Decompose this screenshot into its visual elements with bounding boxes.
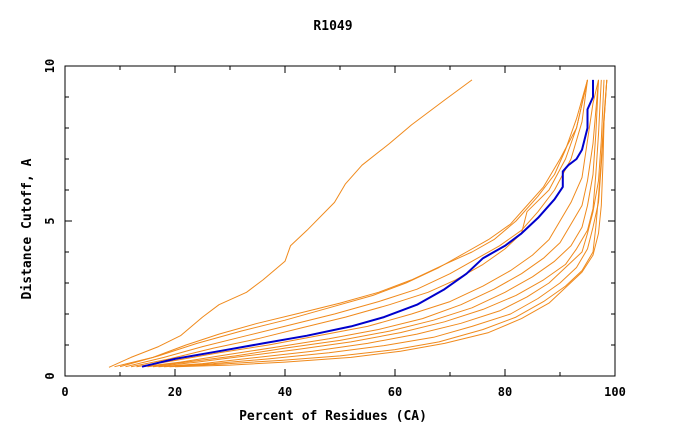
chart-title: R1049: [313, 19, 352, 34]
x-tick-label: 60: [388, 385, 402, 399]
model-series-line-5: [136, 79, 599, 368]
model-series-line-4: [130, 79, 588, 368]
y-axis-label: Distance Cutoff, A: [20, 158, 35, 299]
model-series-line-6: [141, 79, 599, 368]
x-tick-label: 40: [278, 385, 292, 399]
x-tick-label: 0: [61, 385, 68, 399]
model-series-line-3: [125, 79, 588, 368]
model-series-line-0: [108, 79, 473, 368]
model-series-line-1: [114, 79, 588, 368]
model-series-line-9: [158, 79, 605, 368]
y-tick-label: 10: [43, 59, 57, 73]
x-tick-label: 80: [498, 385, 512, 399]
x-tick-label: 100: [604, 385, 626, 399]
x-tick-label: 20: [168, 385, 182, 399]
reference-series-line: [141, 79, 594, 368]
axis-ticks: [64, 65, 616, 377]
y-tick-label: 5: [43, 217, 57, 224]
model-series-line-11: [169, 79, 608, 368]
series-group: [108, 79, 608, 368]
model-series-line-2: [119, 79, 588, 368]
axis-tick-labels: 0 20 40 60 80 100 0 5 10: [43, 59, 626, 399]
model-series-line-12: [174, 79, 608, 368]
model-series-line-8: [152, 79, 602, 368]
model-series-line-7: [147, 79, 599, 368]
model-series-line-10: [163, 79, 608, 368]
x-axis-label: Percent of Residues (CA): [239, 409, 427, 424]
y-tick-label: 0: [43, 372, 57, 379]
